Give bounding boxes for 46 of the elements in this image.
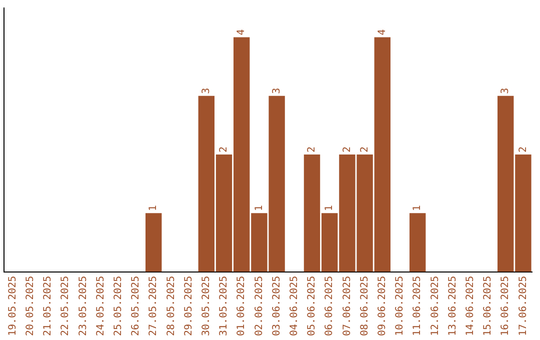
data-label: 2 xyxy=(306,146,318,153)
x-tick-label: 31.05.2025 xyxy=(218,276,230,336)
data-label: 2 xyxy=(218,146,230,153)
data-label: 3 xyxy=(271,88,282,94)
data-label: 2 xyxy=(359,146,370,153)
x-tick-label: 10.06.2025 xyxy=(394,276,406,336)
x-tick-label: 26.05.2025 xyxy=(130,276,142,336)
x-tick-label: 05.06.2025 xyxy=(306,276,318,336)
data-label: 3 xyxy=(500,88,512,94)
data-label: 3 xyxy=(200,88,212,94)
data-label: 1 xyxy=(254,205,265,212)
data-label: 4 xyxy=(236,29,248,36)
x-tick-label: 23.05.2025 xyxy=(78,276,89,336)
x-tick-label: 15.06.2025 xyxy=(482,276,494,336)
x-tick-label: 30.05.2025 xyxy=(200,276,212,336)
data-label: 1 xyxy=(324,205,336,212)
data-label: 4 xyxy=(376,29,388,36)
x-tick-label: 25.05.2025 xyxy=(112,276,124,336)
x-tick-label: 11.06.2025 xyxy=(412,276,424,336)
x-tick-label: 01.06.2025 xyxy=(236,276,248,336)
data-label: 1 xyxy=(148,205,160,212)
x-tick-label: 13.06.2025 xyxy=(447,276,458,336)
x-tick-label: 04.06.2025 xyxy=(288,276,300,336)
x-tick-label: 14.06.2025 xyxy=(464,276,476,336)
data-label: 2 xyxy=(518,146,529,153)
data-label: 2 xyxy=(342,146,353,153)
x-tick-label: 29.05.2025 xyxy=(183,276,194,336)
x-tick-label: 16.06.2025 xyxy=(500,276,512,336)
x-tick-label: 28.05.2025 xyxy=(166,276,177,336)
x-tick-label: 02.06.2025 xyxy=(254,276,265,336)
x-tick-label: 19.05.2025 xyxy=(7,276,18,336)
x-tick-label: 03.06.2025 xyxy=(271,276,282,336)
x-tick-label: 21.05.2025 xyxy=(42,276,54,336)
x-tick-label: 20.05.2025 xyxy=(24,276,36,336)
x-tick-label: 22.05.2025 xyxy=(60,276,72,336)
x-tick-label: 24.05.2025 xyxy=(95,276,106,336)
x-tick-label: 27.05.2025 xyxy=(148,276,160,336)
x-tick-label: 17.06.2025 xyxy=(518,276,529,336)
x-tick-label: 06.06.2025 xyxy=(324,276,336,336)
x-tick-label: 07.06.2025 xyxy=(342,276,353,336)
bar xyxy=(410,213,426,272)
x-tick-label: 12.06.2025 xyxy=(430,276,441,336)
x-tick-label: 09.06.2025 xyxy=(376,276,388,336)
bar xyxy=(146,213,162,272)
x-tick-label: 08.06.2025 xyxy=(359,276,370,336)
data-label: 1 xyxy=(412,205,424,212)
